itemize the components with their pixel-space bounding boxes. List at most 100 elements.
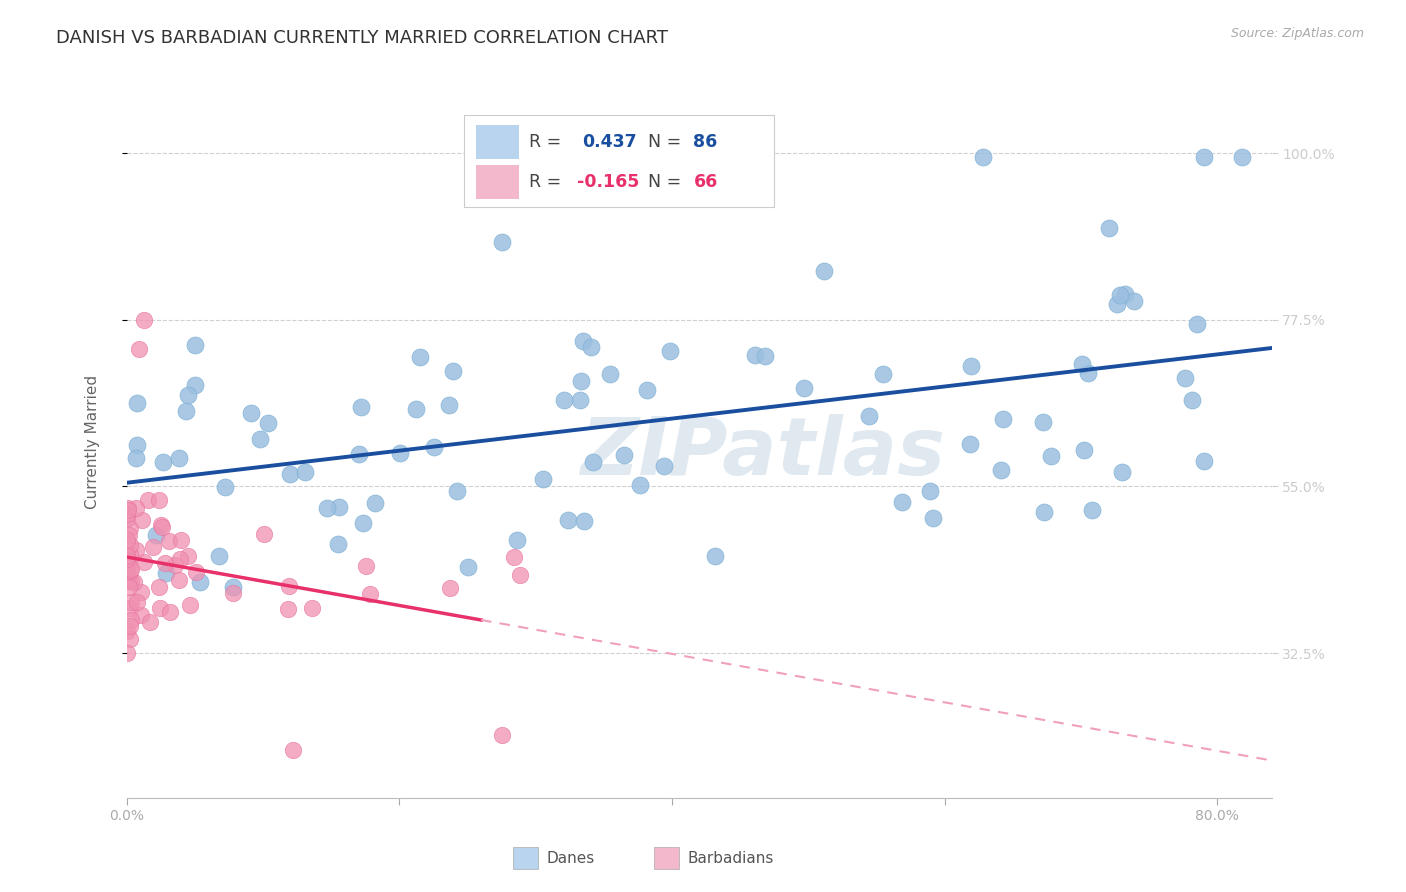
Point — [249, 432, 271, 446]
Point — [569, 393, 592, 408]
Point — [1111, 465, 1133, 479]
Point — [349, 401, 371, 415]
Point — [813, 264, 835, 278]
Point — [155, 556, 177, 570]
Point — [149, 517, 172, 532]
Point — [128, 343, 150, 357]
Point — [142, 541, 165, 555]
Point — [117, 511, 139, 525]
Point — [446, 483, 468, 498]
Point — [118, 521, 141, 535]
Point — [1033, 505, 1056, 519]
Point — [571, 334, 593, 348]
Text: 66: 66 — [693, 173, 717, 192]
Point — [437, 398, 460, 412]
Point — [136, 493, 159, 508]
Point — [918, 484, 941, 499]
Text: DANISH VS BARBADIAN CURRENTLY MARRIED CORRELATION CHART: DANISH VS BARBADIAN CURRENTLY MARRIED CO… — [56, 29, 668, 46]
Point — [503, 549, 526, 564]
Point — [658, 343, 681, 358]
Point — [959, 437, 981, 451]
Point — [1105, 297, 1128, 311]
Point — [1192, 150, 1215, 164]
Point — [124, 450, 146, 465]
Bar — [475, 165, 519, 199]
Point — [352, 516, 374, 530]
Point — [579, 340, 602, 354]
Point — [117, 507, 139, 521]
Point — [115, 533, 138, 547]
Point — [186, 565, 208, 579]
Point — [115, 549, 138, 563]
FancyBboxPatch shape — [464, 115, 773, 207]
Point — [169, 551, 191, 566]
Point — [149, 600, 172, 615]
Point — [127, 438, 149, 452]
Point — [1187, 317, 1209, 331]
Point — [278, 467, 301, 482]
Point — [744, 348, 766, 362]
Point — [328, 500, 350, 515]
Point — [120, 538, 142, 552]
Point — [278, 579, 301, 593]
Point — [356, 558, 378, 573]
Point — [115, 564, 138, 578]
Point — [1174, 371, 1197, 385]
Point — [170, 533, 193, 547]
Point — [131, 513, 153, 527]
Point — [569, 374, 592, 388]
Point — [613, 448, 636, 462]
Point — [148, 492, 170, 507]
Point — [131, 585, 153, 599]
Point — [301, 600, 323, 615]
Point — [1114, 286, 1136, 301]
Point — [134, 312, 156, 326]
Text: R =: R = — [529, 173, 567, 192]
Point — [177, 549, 200, 564]
Point — [990, 463, 1012, 477]
Point — [1230, 150, 1253, 164]
Point — [118, 580, 141, 594]
Point — [703, 549, 725, 563]
Point — [139, 615, 162, 629]
Point — [117, 502, 139, 516]
Point — [117, 500, 139, 515]
Point — [872, 367, 894, 381]
Point — [129, 608, 152, 623]
Point — [118, 601, 141, 615]
Point — [118, 619, 141, 633]
Point — [1077, 366, 1099, 380]
Point — [125, 501, 148, 516]
Point — [557, 513, 579, 527]
Point — [531, 472, 554, 486]
Point — [793, 381, 815, 395]
Point — [120, 574, 142, 588]
Text: Barbadians: Barbadians — [688, 851, 773, 865]
Point — [1122, 293, 1144, 308]
Point — [165, 558, 187, 573]
Point — [582, 455, 605, 469]
Point — [890, 495, 912, 509]
Point — [326, 537, 349, 551]
Point — [257, 416, 280, 430]
Text: -0.165: -0.165 — [576, 173, 640, 192]
Point — [858, 409, 880, 423]
Point — [120, 595, 142, 609]
Point — [208, 549, 231, 563]
Point — [124, 543, 146, 558]
Point — [118, 554, 141, 568]
Point — [1081, 503, 1104, 517]
Point — [316, 501, 339, 516]
Point — [184, 378, 207, 392]
Point — [409, 350, 432, 364]
Point — [364, 496, 387, 510]
Point — [457, 560, 479, 574]
Point — [120, 613, 142, 627]
Point — [491, 728, 513, 742]
Point — [281, 742, 304, 756]
Point — [118, 528, 141, 542]
Point — [179, 598, 201, 612]
Point — [115, 566, 138, 580]
Point — [222, 585, 245, 599]
Text: N =: N = — [648, 173, 686, 192]
